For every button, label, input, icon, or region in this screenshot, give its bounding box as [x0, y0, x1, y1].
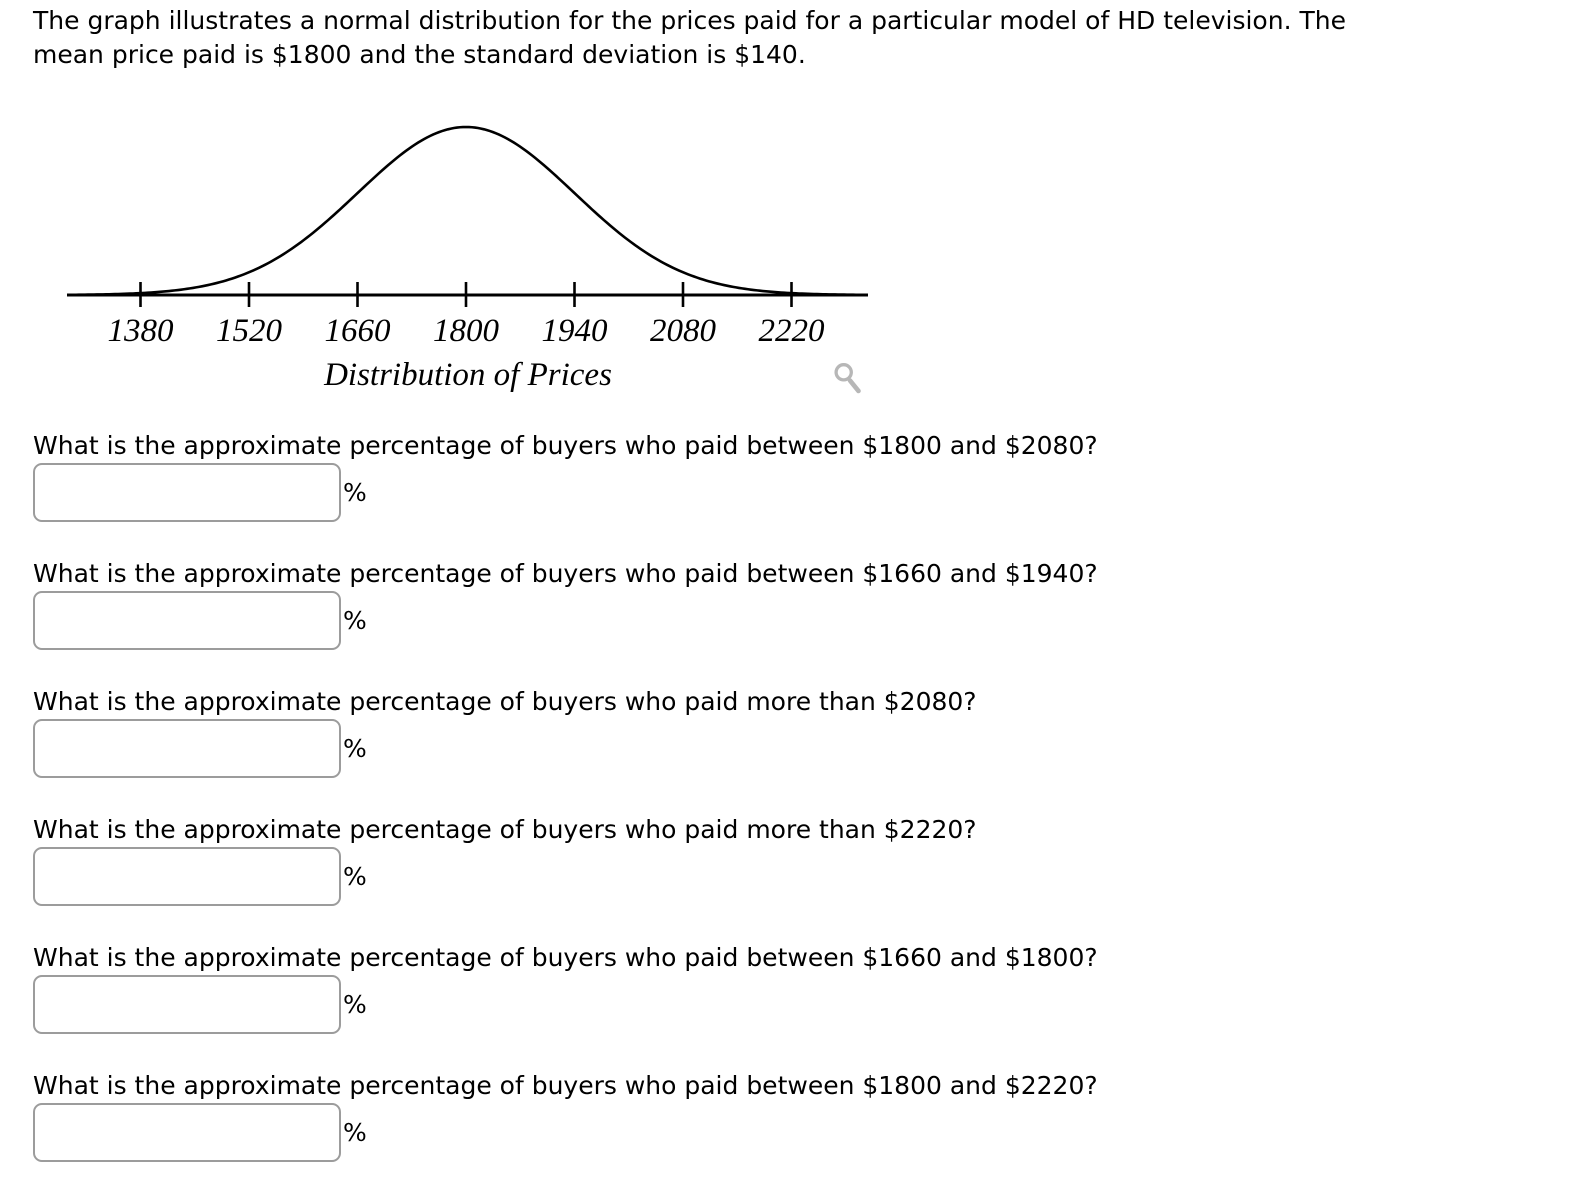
- answer-input-q5[interactable]: [33, 975, 341, 1034]
- x-axis-ticks: 1380 1520 1660 1800 1940 2080 2220: [108, 282, 826, 349]
- question-text-1: What is the approximate percentage of bu…: [33, 431, 1098, 460]
- question-block-6: What is the approximate percentage of bu…: [33, 1073, 1570, 1162]
- answer-input-q3[interactable]: [33, 719, 341, 778]
- axis-tick-label: 1800: [433, 313, 500, 349]
- question-block-1: What is the approximate percentage of bu…: [33, 433, 1570, 522]
- percent-suffix-4: %: [343, 862, 367, 891]
- percent-suffix-5: %: [343, 990, 367, 1019]
- magnifier-zoom-icon[interactable]: [826, 354, 870, 402]
- problem-statement-line2: mean price paid is $1800 and the standar…: [33, 40, 806, 69]
- axis-tick-label: 2080: [650, 313, 717, 349]
- answer-row-2: %: [33, 591, 1570, 650]
- answer-input-q4[interactable]: [33, 847, 341, 906]
- normal-curve-chart: 1380 1520 1660 1800 1940 2080 2220 Distributio…: [66, 125, 869, 393]
- axis-tick-label: 1660: [325, 313, 392, 349]
- answer-row-3: %: [33, 719, 1570, 778]
- question-text-3: What is the approximate percentage of bu…: [33, 687, 977, 716]
- chart-caption: Distribution of Prices: [323, 357, 612, 393]
- percent-suffix-3: %: [343, 734, 367, 763]
- axis-tick-label: 2220: [759, 313, 826, 349]
- question-block-4: What is the approximate percentage of bu…: [33, 817, 1570, 906]
- percent-suffix-2: %: [343, 606, 367, 635]
- axis-tick-label: 1520: [216, 313, 283, 349]
- question-block-5: What is the approximate percentage of bu…: [33, 945, 1570, 1034]
- answer-input-q6[interactable]: [33, 1103, 341, 1162]
- question-text-6: What is the approximate percentage of bu…: [33, 1071, 1098, 1100]
- normal-curve: [66, 125, 869, 297]
- answer-row-6: %: [33, 1103, 1570, 1162]
- answer-input-q1[interactable]: [33, 463, 341, 522]
- question-text-4: What is the approximate percentage of bu…: [33, 815, 977, 844]
- question-block-2: What is the approximate percentage of bu…: [33, 561, 1570, 650]
- question-list: What is the approximate percentage of bu…: [33, 433, 1570, 1162]
- answer-row-1: %: [33, 463, 1570, 522]
- axis-tick-label: 1380: [108, 313, 175, 349]
- question-text-5: What is the approximate percentage of bu…: [33, 943, 1098, 972]
- question-text-2: What is the approximate percentage of bu…: [33, 559, 1098, 588]
- answer-row-5: %: [33, 975, 1570, 1034]
- problem-statement: The graph illustrates a normal distribut…: [33, 4, 1570, 72]
- problem-statement-line1: The graph illustrates a normal distribut…: [33, 6, 1346, 35]
- answer-row-4: %: [33, 847, 1570, 906]
- percent-suffix-1: %: [343, 478, 367, 507]
- distribution-graph: 1380 1520 1660 1800 1940 2080 2220 Distributio…: [33, 100, 913, 410]
- answer-input-q2[interactable]: [33, 591, 341, 650]
- axis-tick-label: 1940: [542, 313, 609, 349]
- question-block-3: What is the approximate percentage of bu…: [33, 689, 1570, 778]
- percent-suffix-6: %: [343, 1118, 367, 1147]
